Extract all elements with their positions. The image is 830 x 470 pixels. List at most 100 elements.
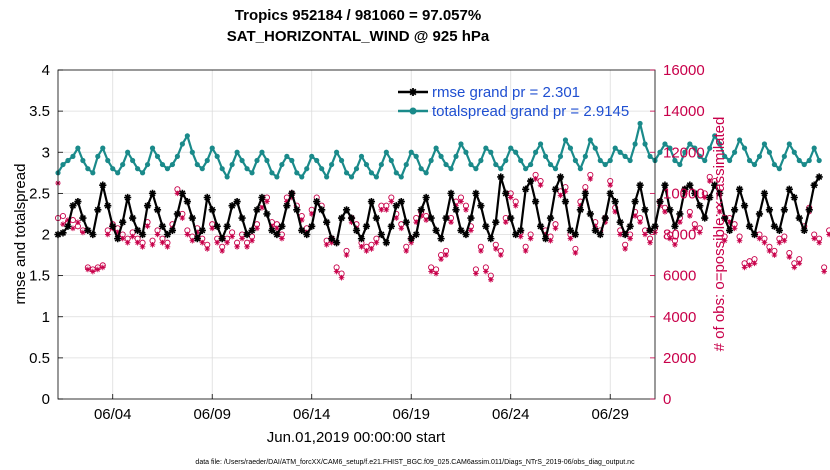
spread-point: [582, 153, 588, 159]
obs-possible-point: [69, 217, 76, 224]
spread-point: [334, 149, 340, 155]
obs-assimilated-point: [373, 239, 380, 246]
rmse-point: [671, 222, 679, 230]
obs-assimilated-point: [418, 213, 424, 219]
rmse-point: [805, 206, 813, 214]
spread-point: [781, 153, 787, 159]
obs-assimilated-point: [274, 225, 280, 232]
spread-point: [632, 141, 638, 147]
rmse-point: [79, 214, 87, 222]
obs-assimilated-point: [119, 235, 126, 242]
rmse-point: [740, 202, 749, 210]
rmse-point: [477, 202, 485, 210]
obs-assimilated-point: [438, 256, 444, 262]
spread-point: [254, 157, 260, 164]
rmse-point: [402, 218, 410, 226]
spread-point: [95, 153, 101, 159]
spread-point: [567, 145, 574, 151]
spread-point: [60, 161, 66, 168]
obs-assimilated-point: [547, 237, 554, 244]
obs-assimilated-point: [174, 190, 181, 197]
rmse-point: [143, 202, 152, 210]
spread-point: [219, 166, 225, 172]
spread-point: [478, 157, 484, 164]
obs-assimilated-point: [562, 188, 569, 195]
spread-point: [717, 141, 723, 147]
spread-line: [57, 123, 821, 180]
rmse-point: [138, 230, 147, 239]
rmse-point: [412, 230, 420, 239]
rmse-point: [253, 206, 261, 214]
obs-assimilated-point: [199, 239, 206, 246]
obs-assimilated-point: [139, 244, 146, 250]
spread-point: [547, 161, 554, 168]
rmse-point: [790, 193, 798, 202]
obs-assimilated-point: [398, 225, 405, 232]
obs-assimilated-point: [448, 219, 454, 225]
spread-point: [657, 149, 663, 155]
obs-assimilated-point: [746, 262, 753, 269]
y-ticks-right: 0 2000 4000 6000 8000 10000 12000 14000 16000: [650, 62, 705, 408]
spread-point: [274, 174, 280, 180]
spread-point: [637, 120, 643, 127]
rmse-point: [606, 189, 614, 197]
spread-point: [284, 153, 290, 159]
obs-assimilated-point: [602, 219, 609, 225]
rmse-point: [701, 214, 709, 222]
spread-point: [533, 149, 539, 155]
rmse-point: [228, 202, 236, 210]
spread-point: [135, 166, 141, 172]
rmse-point: [323, 218, 331, 226]
rmse-point: [656, 198, 664, 206]
obs-assimilated-point: [114, 229, 121, 236]
x-axis-label: Jun.01,2019 00:00:00 start: [267, 429, 446, 446]
spread-point: [732, 149, 738, 155]
rmse-point: [596, 230, 604, 239]
rmse-point: [223, 222, 231, 230]
spread-point: [552, 166, 559, 172]
obs-assimilated-point: [502, 219, 509, 225]
spread-series: [55, 120, 822, 180]
rmse-point: [447, 189, 455, 197]
obs-assimilated-point: [164, 244, 171, 250]
spread-point: [811, 145, 817, 151]
rmse-point: [198, 226, 206, 234]
rmse-point: [173, 210, 181, 218]
spread-point: [542, 153, 549, 159]
spread-point: [537, 141, 544, 147]
spread-point: [189, 149, 195, 155]
rmse-point: [532, 198, 540, 206]
obs-assimilated-point: [483, 268, 489, 275]
obs-assimilated-point: [488, 276, 494, 283]
legend-spread-marker: [409, 107, 417, 115]
obs-assimilated-point: [622, 246, 628, 252]
rmse-point: [601, 214, 609, 222]
spread-point: [587, 137, 593, 143]
rmse-point: [810, 181, 818, 189]
obs-assimilated-point: [463, 207, 469, 213]
obs-assimilated-point: [468, 227, 474, 234]
spread-point: [144, 161, 151, 168]
rmse-point: [273, 230, 281, 239]
rmse-point: [119, 218, 127, 226]
rmse-point: [517, 226, 525, 234]
rmse-point: [785, 185, 793, 193]
rmse-point: [153, 206, 162, 214]
rmse-point: [342, 206, 351, 214]
obs-assimilated-point: [328, 239, 335, 246]
spread-point: [100, 145, 106, 151]
y-tick-label-right: 12000: [663, 144, 705, 161]
rmse-point: [556, 173, 565, 181]
obs-assimilated-point: [443, 252, 449, 258]
spread-point: [130, 157, 136, 164]
x-tick-label: 06/24: [492, 406, 530, 423]
obs-assimilated-point: [378, 207, 385, 213]
spread-point: [378, 161, 384, 168]
rmse-point: [735, 185, 744, 193]
rmse-point: [775, 226, 783, 234]
obs-assimilated-point: [692, 225, 698, 232]
rmse-point: [347, 214, 356, 222]
spread-point: [801, 161, 807, 168]
obs-assimilated-point: [821, 268, 827, 275]
obs-assimilated-point: [672, 241, 678, 248]
